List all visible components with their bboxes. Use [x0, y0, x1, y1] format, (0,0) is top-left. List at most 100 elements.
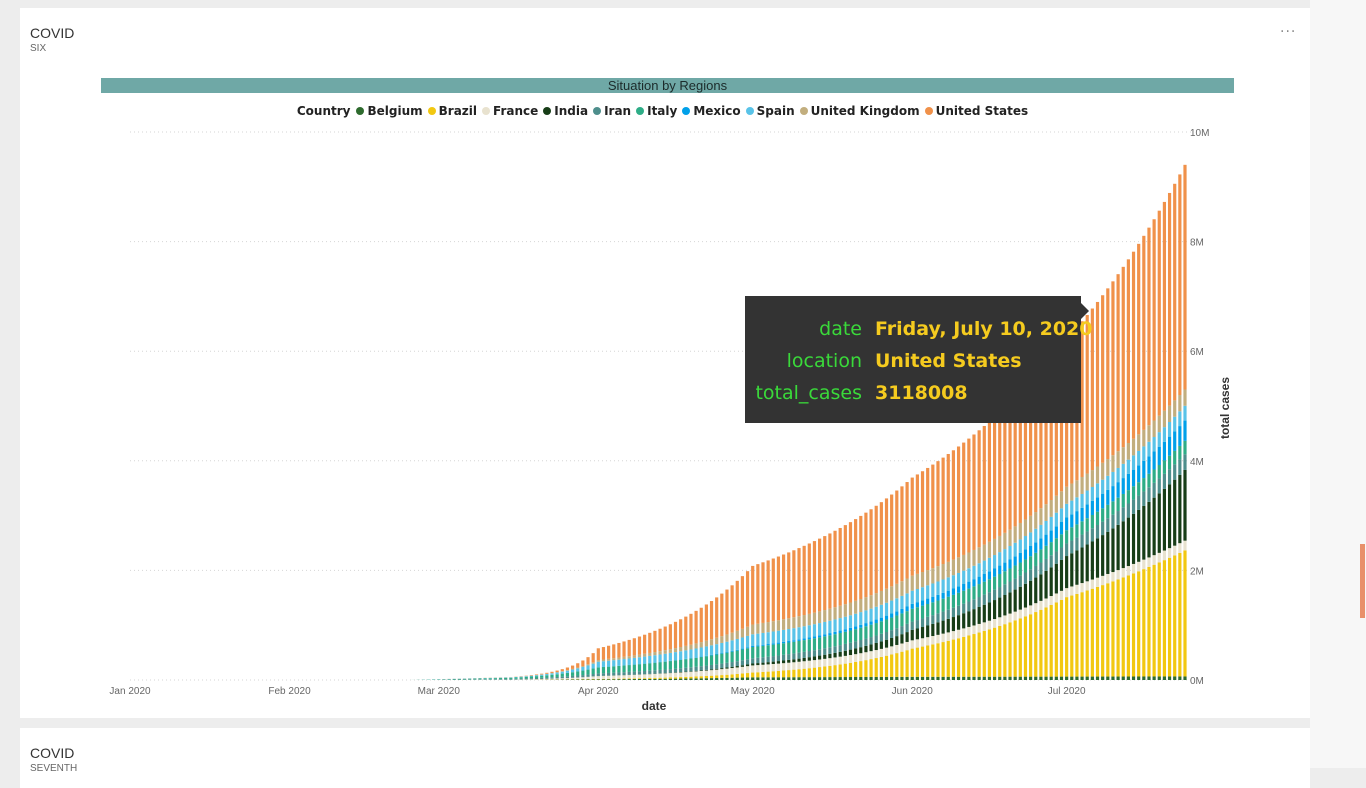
bar-segment [1142, 446, 1145, 460]
bar-segment [571, 680, 574, 681]
bar-segment [1122, 577, 1125, 676]
bar-segment [586, 675, 589, 677]
bar-segment [1060, 508, 1063, 522]
bar-segment [1060, 534, 1063, 547]
bar-segment [1168, 456, 1171, 469]
bar-segment [633, 675, 636, 679]
bar-segment [592, 677, 595, 679]
bar-segment [1091, 677, 1094, 680]
bar-segment [885, 640, 888, 648]
bar-segment [720, 675, 723, 678]
bar-segment [689, 645, 692, 650]
bar-segment [998, 566, 1001, 574]
bar-segment [890, 586, 893, 600]
bar-segment [1055, 496, 1058, 513]
bar-segment [1024, 616, 1027, 676]
bar-segment [571, 669, 574, 670]
bar-segment [1029, 569, 1032, 580]
scrollbar-thumb[interactable] [1360, 544, 1365, 618]
bar-segment [648, 663, 651, 670]
bar-segment [725, 634, 728, 641]
tooltip-arrow [1081, 303, 1089, 319]
bar-segment [983, 622, 986, 631]
bar-segment [936, 566, 939, 581]
bar-segment [669, 673, 672, 677]
bar-segment [576, 678, 579, 680]
bar-segment [1117, 579, 1120, 676]
bar-segment [736, 651, 739, 662]
bar-segment [854, 626, 857, 629]
bar-segment [741, 665, 744, 667]
bar-segment [818, 635, 821, 637]
bar-segment [710, 669, 713, 670]
bar-segment [767, 632, 770, 644]
bar-segment [710, 601, 713, 639]
bar-segment [597, 673, 600, 676]
bar-segment [931, 644, 934, 676]
bar-segment [782, 642, 785, 643]
bar-segment [1070, 553, 1073, 586]
bar-segment [767, 644, 770, 645]
bar-segment [916, 628, 919, 639]
bar-segment [679, 660, 682, 668]
bar-segment [535, 679, 538, 680]
bar-segment [638, 664, 641, 671]
bar-segment [864, 646, 867, 652]
bar-segment [731, 668, 734, 674]
bar-segment [777, 671, 780, 677]
bar-segment [813, 638, 816, 650]
bar-segment [1050, 500, 1053, 517]
visual-card-2: COVID SEVENTH [20, 728, 1310, 788]
bar-segment [1173, 464, 1176, 479]
bar-segment [1029, 605, 1032, 614]
bar-segment [1122, 447, 1125, 464]
bar-segment [1003, 408, 1006, 533]
bar-segment [1137, 434, 1140, 451]
bar-segment [1034, 566, 1037, 578]
bar-segment [648, 679, 651, 680]
bar-segment [720, 636, 723, 643]
bar-segment [1050, 567, 1053, 596]
bar-segment [731, 652, 734, 662]
bar-segment [746, 673, 749, 677]
bar-segment [864, 652, 867, 660]
bar-segment [1075, 594, 1078, 677]
bar-segment [906, 632, 909, 642]
bar-segment [499, 679, 502, 680]
bar-segment [818, 656, 821, 660]
bar-segment [638, 675, 641, 679]
bar-segment [1080, 592, 1083, 676]
bar-segment [1158, 676, 1161, 680]
bar-segment [1168, 193, 1171, 406]
bar-segment [1173, 676, 1176, 680]
bar-segment [597, 660, 600, 662]
bar-segment [895, 628, 898, 636]
bar-segment [1060, 600, 1063, 677]
bar-segment [746, 627, 749, 636]
bar-segment [813, 660, 816, 668]
bar-segment [993, 677, 996, 680]
bar-segment [777, 631, 780, 643]
bar-segment [926, 570, 929, 585]
bar-segment [900, 626, 903, 634]
bar-segment [998, 617, 1001, 626]
bar-segment [684, 650, 687, 658]
bar-segment [1106, 574, 1109, 583]
bar-segment [695, 678, 698, 680]
bar-segment [1127, 474, 1130, 490]
x-tick-label: Feb 2020 [268, 686, 311, 697]
bar-segment [751, 664, 754, 666]
bar-segment [514, 679, 517, 680]
bar-segment [484, 679, 487, 680]
bar-segment [936, 461, 939, 566]
bar-segment [854, 654, 857, 662]
bar-segment [1168, 437, 1171, 456]
bar-segment [576, 668, 579, 669]
bar-segment [514, 678, 517, 679]
bar-segment [828, 658, 831, 666]
bar-segment [792, 550, 795, 617]
bar-segment [576, 679, 579, 680]
bar-segment [916, 589, 919, 602]
bar-segment [1168, 406, 1171, 422]
bar-segment [900, 613, 903, 626]
